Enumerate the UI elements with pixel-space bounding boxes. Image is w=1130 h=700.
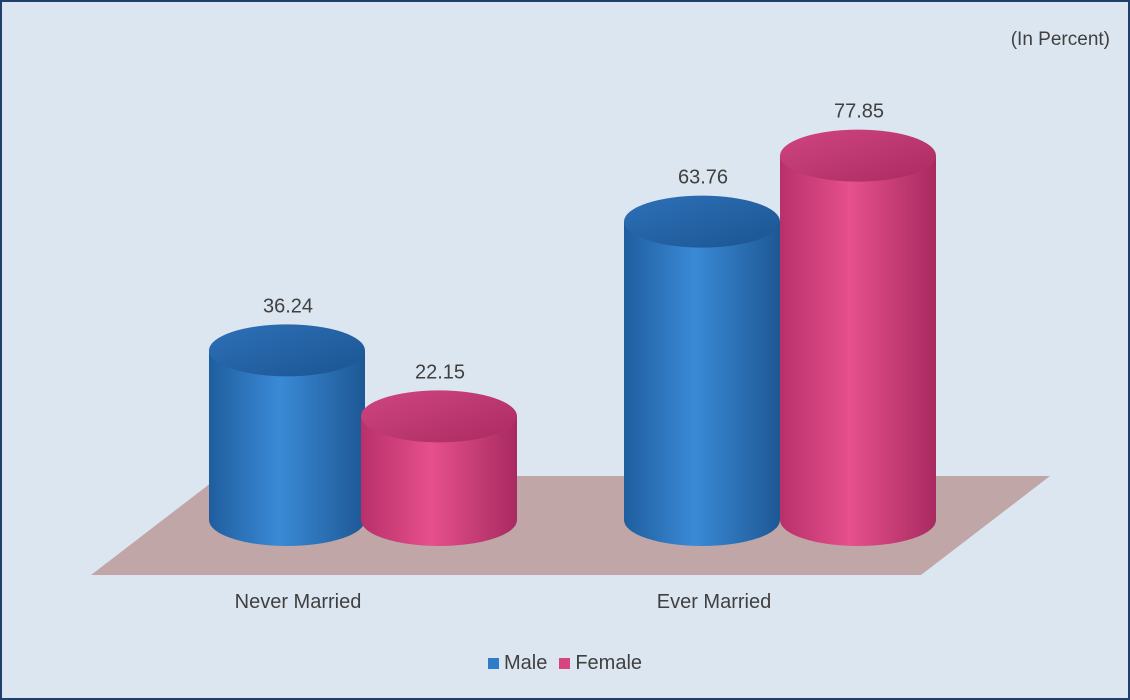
legend-swatch-female (559, 658, 571, 669)
bar-body (209, 350, 365, 546)
legend-swatch-male (487, 658, 499, 669)
legend-label-male: Male (503, 652, 548, 674)
bar-top (780, 129, 936, 182)
data-label: 22.15 (415, 361, 465, 383)
bar-top (361, 390, 517, 443)
data-label: 77.85 (834, 101, 884, 123)
legend-item-male: Male (487, 652, 548, 675)
data-label: 63.76 (678, 167, 728, 189)
bar-female-ever-married (780, 129, 936, 547)
unit-note: (In Percent) (1010, 29, 1110, 50)
bar-top (624, 195, 780, 248)
bar-male-ever-married (624, 195, 780, 546)
category-label: Ever Married (657, 591, 771, 613)
bar-body (361, 416, 517, 546)
legend-label-female: Female (575, 652, 643, 674)
bar-top (209, 324, 365, 377)
bar-body (624, 221, 780, 546)
legend-item-female: Female (559, 652, 642, 675)
bar-male-never-married (209, 324, 365, 546)
bar-female-never-married (361, 390, 517, 546)
category-label: Never Married (235, 591, 362, 613)
bar-body (780, 155, 936, 547)
data-label: 36.24 (263, 295, 313, 317)
legend: Male Female (2, 652, 1128, 675)
